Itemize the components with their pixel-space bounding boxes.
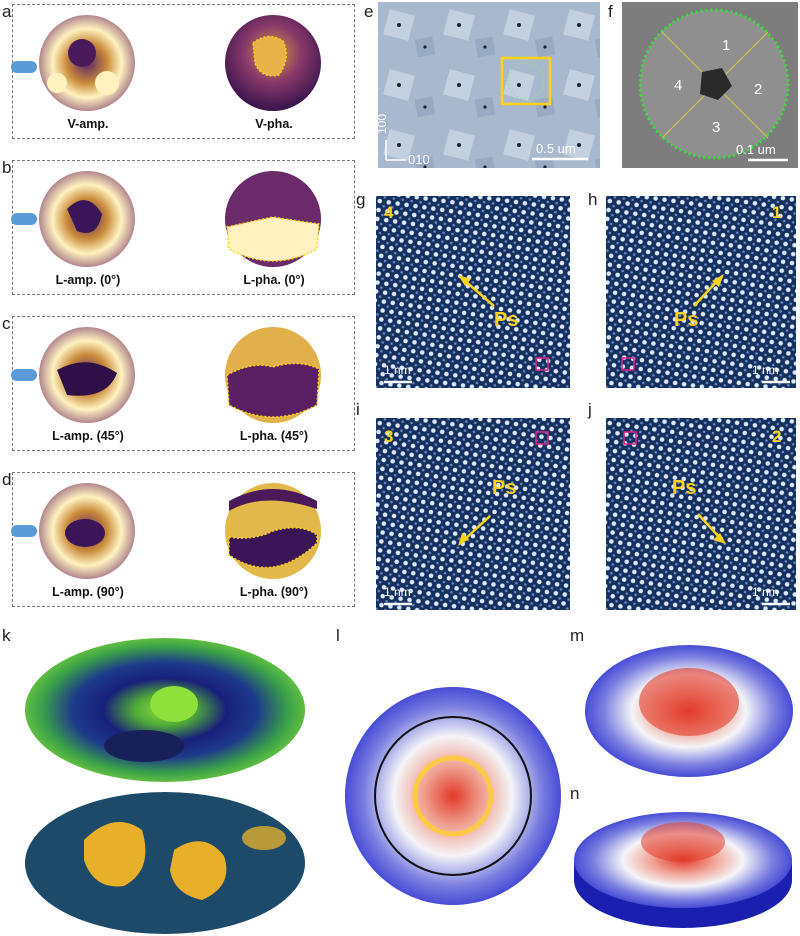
stem-image-h: 1 Ps 1 nm xyxy=(606,196,796,388)
dome-model-m xyxy=(585,645,793,777)
stem-number-i: 3 xyxy=(384,427,393,446)
stem-image-j: 2 Ps 1 nm xyxy=(606,418,796,610)
panel-label-a: a xyxy=(2,2,12,21)
panel-label-f: f xyxy=(608,2,613,21)
panel-label-k: k xyxy=(2,626,11,645)
scale-bar-g: 1 nm xyxy=(384,363,411,377)
panel-label-j: j xyxy=(588,400,592,419)
arrow-marker-c xyxy=(11,369,37,381)
quadrant-4: 4 xyxy=(674,77,682,94)
caption-l-amp-90: L-amp. (90°) xyxy=(52,585,124,599)
panel-label-c: c xyxy=(2,314,11,333)
disk-model-n xyxy=(574,812,792,928)
selection-box xyxy=(500,56,552,106)
caption-l-pha-45: L-pha. (45°) xyxy=(239,429,309,443)
panel-label-d: d xyxy=(2,470,12,489)
ps-label-i: Ps xyxy=(492,477,516,499)
tem-image: 1 2 3 4 0.1 um xyxy=(622,2,798,168)
l-pha-90-map xyxy=(225,483,321,579)
v-pha-map xyxy=(225,15,321,111)
scale-bar-j: 1 nm xyxy=(752,585,779,599)
panel-label-h: h xyxy=(588,190,598,209)
scale-bar-h: 1 nm xyxy=(752,363,779,377)
v-amp-map xyxy=(39,15,135,111)
scale-bar-f: 0.1 um xyxy=(736,142,776,157)
ps-label-h: Ps xyxy=(674,309,698,331)
l-amp-45-map xyxy=(39,327,135,423)
panel-label-g: g xyxy=(356,190,366,209)
stem-number-h: 1 xyxy=(772,203,781,222)
l-pha-0-map xyxy=(225,171,321,267)
panel-label-i: i xyxy=(356,400,360,419)
axis-label-010: 010 xyxy=(408,152,430,167)
panel-label-l: l xyxy=(336,626,340,645)
caption-v-pha: V-pha. xyxy=(255,117,293,131)
stem-image-i: 3 Ps 1 nm xyxy=(376,418,570,610)
k-phase-ellipse xyxy=(25,792,305,934)
pfm-panel-d: L-amp. (90°) L-pha. (90°) xyxy=(11,472,355,607)
stem-image-g: 4 Ps 1 nm xyxy=(376,196,570,388)
caption-l-amp-45: L-amp. (45°) xyxy=(52,429,124,443)
panel-label-e: e xyxy=(364,2,374,21)
panel-label-n: n xyxy=(570,784,580,803)
ps-label-j: Ps xyxy=(672,477,696,499)
stem-number-j: 2 xyxy=(772,427,781,446)
panel-label-m: m xyxy=(570,626,585,645)
pfm-panel-a: V-amp. V-pha. xyxy=(11,4,355,139)
l-amp-90-map xyxy=(39,483,135,579)
k-amplitude-ellipse xyxy=(25,638,305,782)
ps-label-g: Ps xyxy=(494,309,518,331)
stem-number-g: 4 xyxy=(384,203,394,222)
quadrant-1: 1 xyxy=(722,37,730,54)
scale-bar-i: 1 nm xyxy=(384,585,411,599)
l-amp-0-map xyxy=(39,171,135,267)
axis-label-100: 100 xyxy=(378,114,389,134)
caption-l-pha-0: L-pha. (0°) xyxy=(243,273,305,287)
caption-v-amp: V-amp. xyxy=(67,117,109,131)
l-pha-45-map xyxy=(225,327,321,423)
caption-l-amp-0: L-amp. (0°) xyxy=(55,273,121,287)
quadrant-3: 3 xyxy=(712,119,720,136)
scale-bar-e: 0.5 um xyxy=(536,141,576,156)
quadrant-2: 2 xyxy=(754,81,762,98)
arrow-marker-a xyxy=(11,61,37,73)
pfm-panel-b: L-amp. (0°) L-pha. (0°) xyxy=(11,160,355,295)
vortex-domain-model-l xyxy=(345,687,561,905)
panel-label-b: b xyxy=(2,158,12,177)
pfm-panel-c: L-amp. (45°) L-pha. (45°) xyxy=(11,316,355,451)
caption-l-pha-90: L-pha. (90°) xyxy=(239,585,309,599)
sem-image: 100 010 0.5 um xyxy=(378,2,600,168)
arrow-marker-b xyxy=(11,213,37,225)
arrow-marker-d xyxy=(11,525,37,537)
